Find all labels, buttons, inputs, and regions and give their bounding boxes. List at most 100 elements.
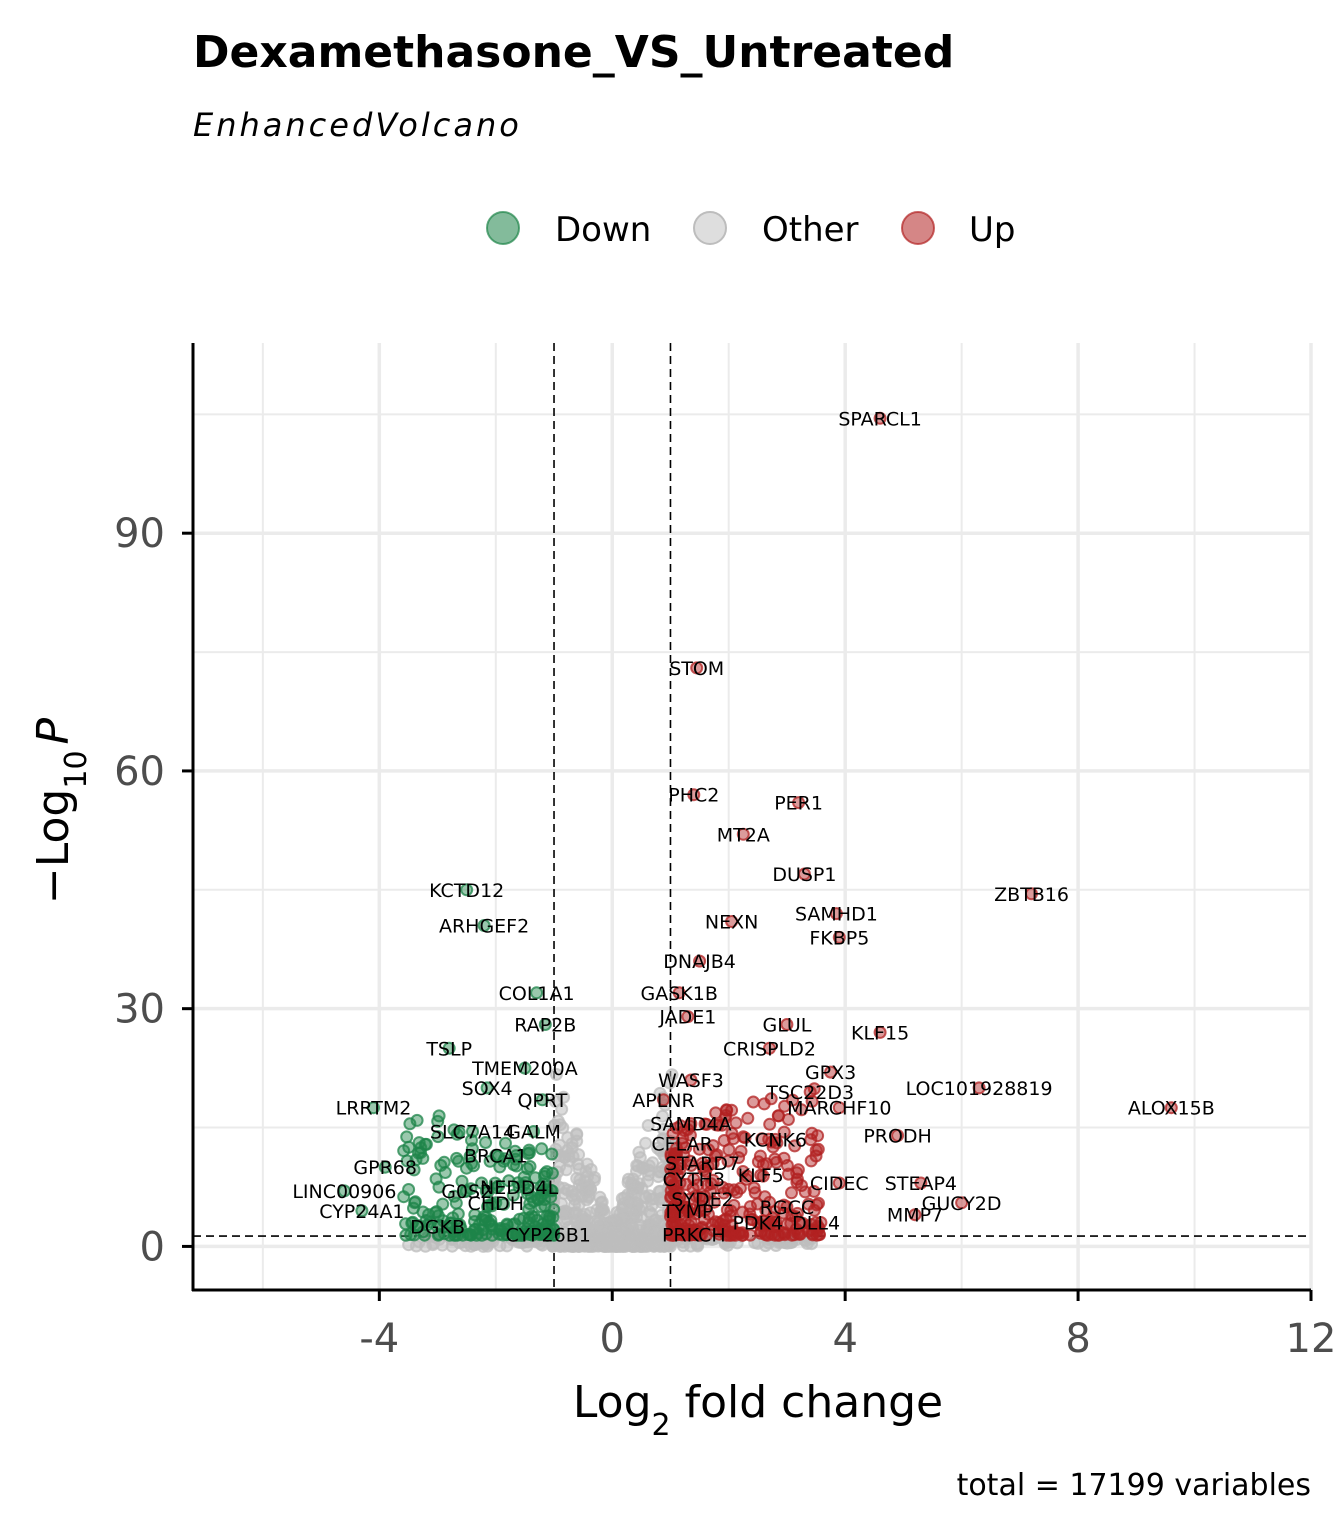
point-up — [795, 1103, 808, 1117]
point-up — [873, 411, 887, 425]
point-down — [500, 1228, 514, 1242]
gene-label: RGCC — [760, 1197, 814, 1219]
gene-label: KLF15 — [851, 1022, 909, 1044]
point-down — [538, 1018, 552, 1031]
gene-label: CRISPLD2 — [723, 1038, 816, 1060]
point-up — [667, 1162, 681, 1176]
point-down — [541, 1228, 555, 1241]
point-up — [732, 1151, 746, 1165]
point-up — [832, 1176, 846, 1190]
x-axis-title: Log2 fold change — [573, 1377, 943, 1443]
point-down — [540, 1183, 554, 1197]
point-other — [548, 1118, 562, 1132]
point-up — [807, 1184, 821, 1198]
point-down — [530, 986, 544, 1000]
point-down — [535, 1142, 549, 1156]
gene-label: LOC101928819 — [906, 1078, 1053, 1100]
point-up — [805, 1094, 819, 1108]
point-up — [805, 1126, 819, 1140]
point-up — [829, 907, 843, 921]
point-down — [450, 1151, 464, 1165]
gene-label: PER1 — [774, 793, 823, 815]
point-up — [721, 1182, 735, 1196]
point-down — [450, 1127, 464, 1141]
gene-label: COL1A1 — [499, 983, 575, 1005]
caption: total = 17199 variables — [957, 1468, 1311, 1503]
point-down — [400, 1130, 414, 1144]
point-down — [537, 1221, 551, 1235]
gene-label: GPX3 — [805, 1062, 856, 1084]
point-down — [475, 1176, 489, 1190]
gene-label: PHC2 — [668, 785, 719, 807]
point-up — [725, 915, 739, 928]
point-down — [460, 1161, 473, 1175]
point-other — [612, 1229, 626, 1242]
gene-label: KCNK6 — [744, 1129, 807, 1151]
gene-label: CIDEC — [810, 1173, 869, 1195]
point-down — [512, 1180, 526, 1194]
x-tick-label: 4 — [832, 1316, 857, 1362]
point-up — [704, 1185, 718, 1199]
point-up — [763, 1117, 777, 1131]
point-other — [558, 1204, 572, 1218]
gene-label: ZBTB16 — [994, 884, 1069, 906]
point-up — [727, 1198, 741, 1212]
point-up — [718, 1111, 732, 1125]
gene-label: CHDH — [468, 1193, 524, 1215]
gene-label: G0S2 — [441, 1181, 492, 1203]
point-up — [785, 1186, 798, 1200]
point-up — [763, 1195, 777, 1209]
legend-swatch-down — [486, 211, 520, 245]
point-down — [367, 1101, 380, 1115]
point-other — [625, 1176, 639, 1190]
point-other — [651, 1170, 665, 1184]
point-up — [780, 1200, 794, 1214]
point-down — [477, 1210, 491, 1223]
data-points — [337, 411, 1178, 1253]
gene-label: MARCHF10 — [787, 1098, 891, 1120]
point-down — [442, 1041, 456, 1055]
point-up — [715, 1118, 729, 1132]
gene-label: CYTH3 — [663, 1169, 726, 1191]
gene-label: ALOX15B — [1128, 1098, 1215, 1120]
point-down — [449, 1196, 463, 1210]
y-axis-title: −Log10P — [28, 717, 94, 904]
gene-label: MMP7 — [887, 1205, 943, 1227]
point-down — [485, 1222, 499, 1236]
point-down — [518, 1061, 532, 1075]
point-down — [522, 1216, 536, 1229]
point-down — [410, 1113, 424, 1127]
point-up — [755, 1132, 769, 1146]
point-down — [521, 1147, 535, 1161]
gene-label: PRKCH — [662, 1225, 726, 1247]
gene-label: STEAP4 — [885, 1173, 957, 1195]
point-up — [777, 1151, 791, 1165]
point-down — [447, 1225, 461, 1239]
point-other — [641, 1119, 655, 1132]
point-up — [726, 1132, 740, 1146]
point-up — [690, 661, 704, 675]
point-other — [653, 1086, 667, 1100]
point-up — [686, 1182, 700, 1195]
point-down — [480, 1081, 494, 1095]
gene-label: KLF5 — [738, 1165, 784, 1187]
point-up — [955, 1196, 969, 1210]
gene-label: TMEM200A — [471, 1058, 578, 1080]
point-other — [558, 1239, 572, 1253]
gene-label: GLUL — [762, 1015, 811, 1037]
gene-label: SAMD4A — [650, 1114, 732, 1136]
gene-label: ARHGEF2 — [439, 916, 529, 938]
point-down — [545, 1147, 559, 1161]
point-other — [548, 1094, 562, 1108]
point-down — [508, 1144, 522, 1158]
point-up — [700, 1178, 714, 1192]
point-up — [972, 1081, 986, 1095]
point-up — [812, 1196, 825, 1210]
point-down — [460, 1184, 474, 1198]
point-other — [622, 1196, 636, 1210]
point-down — [477, 919, 491, 932]
point-up — [683, 1154, 697, 1168]
gene-label: MT2A — [717, 824, 770, 846]
x-tick-label: -4 — [359, 1316, 399, 1362]
chart-title: Dexamethasone_VS_Untreated — [193, 27, 954, 78]
